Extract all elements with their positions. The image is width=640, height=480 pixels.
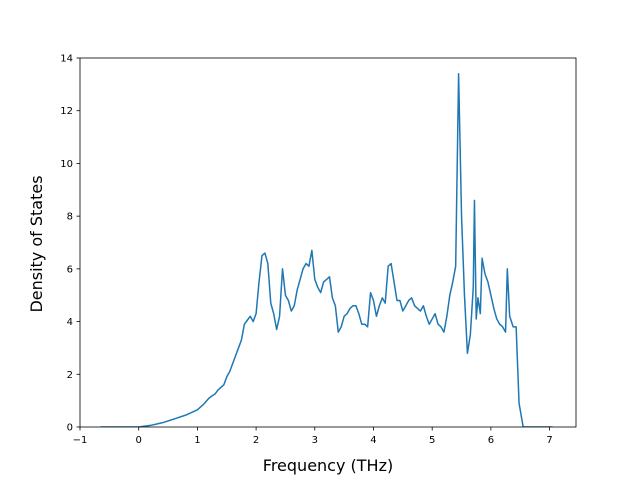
x-tick-label: 2 [253, 435, 259, 446]
x-axis-label: Frequency (THz) [263, 456, 393, 475]
y-tick-label: 2 [67, 370, 73, 381]
x-tick-label: −1 [73, 435, 88, 446]
x-tick-label: 4 [370, 435, 376, 446]
axes-frame [79, 57, 577, 428]
y-tick-label: 12 [60, 106, 73, 117]
x-tick-label: 6 [488, 435, 494, 446]
y-tick-label: 14 [60, 54, 73, 65]
x-tick-label: 3 [312, 435, 318, 446]
y-tick-label: 0 [67, 423, 73, 434]
x-tick-label: 1 [194, 435, 200, 446]
dos-line-series-0 [100, 73, 553, 427]
y-tick-label: 10 [60, 159, 73, 170]
plot-area [100, 73, 553, 427]
y-tick-label: 4 [67, 317, 73, 328]
x-tick-label: 0 [136, 435, 142, 446]
x-tick-label: 5 [429, 435, 435, 446]
y-tick-label: 8 [67, 212, 73, 223]
x-tick-label: 7 [546, 435, 552, 446]
y-axis-label: Density of States [27, 175, 46, 312]
y-tick-label: 6 [67, 264, 73, 275]
